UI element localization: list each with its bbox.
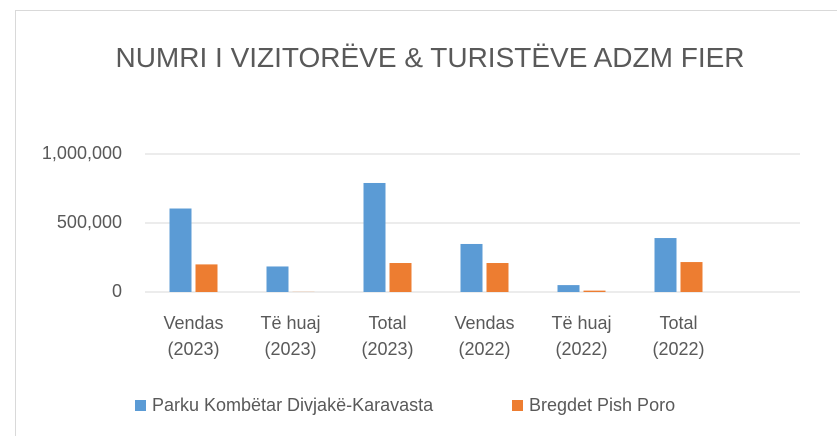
legend-swatch [512,400,523,411]
bar [460,243,483,292]
legend-label: Parku Kombëtar Divjakë-Karavasta [152,395,434,415]
bar [195,264,218,292]
bar [557,285,580,292]
bar [389,263,412,292]
bar [486,263,509,292]
bar [680,262,703,292]
legend-swatch [135,400,146,411]
y-tick-label: 500,000 [57,212,122,232]
y-tick-label: 0 [112,281,122,301]
chart-title: NUMRI I VIZITORËVE & TURISTËVE ADZM FIER [115,42,745,73]
x-tick-label: Total (2023) [361,313,414,359]
bar [583,290,606,292]
x-tick-label: Të huaj (2023) [260,313,321,359]
legend-label: Bregdet Pish Poro [529,395,675,415]
x-tick-label: Total (2022) [652,313,705,359]
bar [363,182,386,292]
bar [654,238,677,292]
chart-frame [15,10,837,436]
y-tick-label: 1,000,000 [42,143,122,163]
x-tick-label: Vendas (2023) [163,313,224,359]
bar [169,208,192,292]
x-tick-label: Të huaj (2022) [551,313,612,359]
x-tick-label: Vendas (2022) [454,313,515,359]
bar [266,266,289,292]
